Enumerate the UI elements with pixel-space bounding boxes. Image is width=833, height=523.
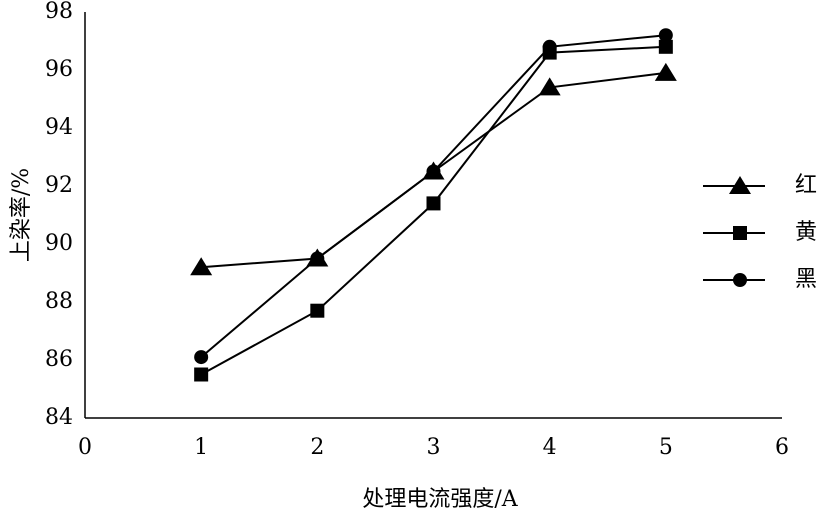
x-tick-label: 1 (194, 435, 208, 460)
legend-label: 黄 (795, 220, 817, 245)
legend-label: 黑 (795, 267, 817, 292)
legend-marker (733, 226, 747, 240)
series-line (201, 47, 666, 375)
x-tick-label: 0 (78, 435, 92, 460)
marker (543, 40, 557, 54)
x-tick-label: 3 (427, 435, 441, 460)
y-tick-label: 94 (45, 115, 73, 140)
y-tick-label: 88 (45, 289, 73, 314)
marker (310, 304, 324, 318)
y-tick-label: 96 (45, 57, 73, 82)
x-tick-label: 6 (775, 435, 789, 460)
y-tick-label: 92 (45, 173, 73, 198)
marker (655, 63, 677, 81)
y-tick-label: 90 (45, 231, 73, 256)
marker (427, 196, 441, 210)
marker (659, 28, 673, 42)
marker (194, 350, 208, 364)
y-tick-label: 98 (45, 0, 73, 24)
chart: 处理电流强度/A 上染率/% 84 86 88 90 92 94 96 98 0 1 2 3 4 5 6 红黄… (0, 0, 833, 523)
marker (310, 252, 324, 266)
legend-label: 红 (795, 173, 817, 198)
x-tick-label: 5 (659, 435, 673, 460)
x-tick-label: 2 (310, 435, 324, 460)
legend-marker (733, 273, 747, 287)
y-tick-label: 86 (45, 347, 73, 372)
y-tick-label: 84 (45, 405, 73, 430)
marker (194, 368, 208, 382)
x-axis-title: 处理电流强度/A (362, 487, 518, 512)
series-line (201, 35, 666, 357)
marker (427, 165, 441, 179)
x-tick-label: 4 (543, 435, 557, 460)
y-axis-title: 上染率/% (9, 168, 34, 262)
